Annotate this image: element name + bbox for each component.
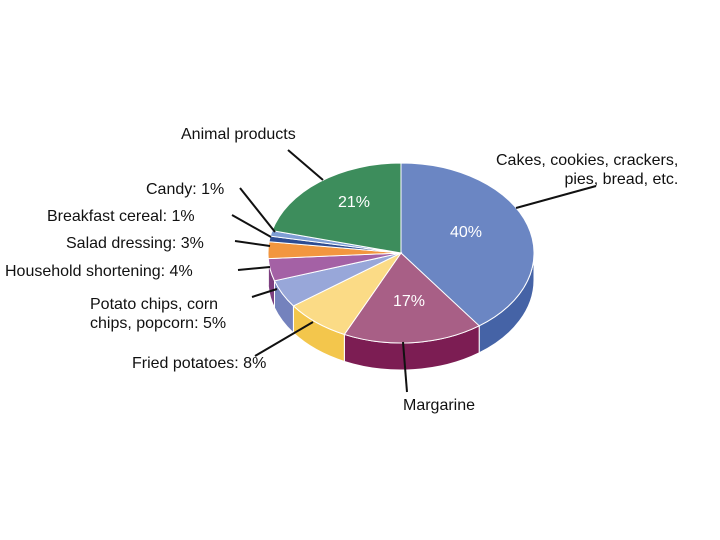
- pie-slice-margarine: [343, 252, 481, 344]
- label-cereal: Breakfast cereal: 1%: [47, 208, 195, 225]
- leader-shortening: [237, 266, 271, 271]
- pie-tops: [267, 162, 535, 344]
- pct-label-animal: 21%: [338, 194, 371, 211]
- label-animal: Animal products: [181, 126, 296, 143]
- label-cakes-line1: Cakes, cookies, crackers,: [496, 152, 679, 169]
- leader-chips: [251, 288, 278, 298]
- label-chips-line2: chips, popcorn: 5%: [90, 315, 227, 332]
- label-salad: Salad dressing: 3%: [66, 235, 204, 252]
- label-candy: Candy: 1%: [146, 181, 225, 198]
- label-shortening: Household shortening: 4%: [5, 263, 193, 280]
- leader-lines: [231, 149, 597, 393]
- label-chips: Potato chips, corn chips, popcorn: 5%: [90, 295, 226, 333]
- label-chips-line1: Potato chips, corn: [90, 296, 219, 313]
- pie-slice-cakes: [400, 162, 535, 327]
- label-margarine: Margarine: [403, 397, 476, 414]
- leader-cakes: [515, 185, 597, 209]
- leader-cereal: [231, 214, 272, 238]
- leader-animal: [287, 149, 324, 181]
- pct-label-margarine: 17%: [393, 293, 426, 310]
- leader-candy: [239, 187, 276, 233]
- pie-slice-animal: [271, 162, 402, 254]
- leader-fried: [254, 321, 314, 357]
- leader-salad: [234, 240, 271, 247]
- pct-label-cakes: 40%: [450, 224, 483, 241]
- leader-margarine: [402, 341, 408, 393]
- label-cakes: Cakes, cookies, crackers, pies, bread, e…: [496, 151, 678, 189]
- label-cakes-line2: pies, bread, etc.: [564, 171, 679, 188]
- label-fried: Fried potatoes: 8%: [132, 355, 267, 372]
